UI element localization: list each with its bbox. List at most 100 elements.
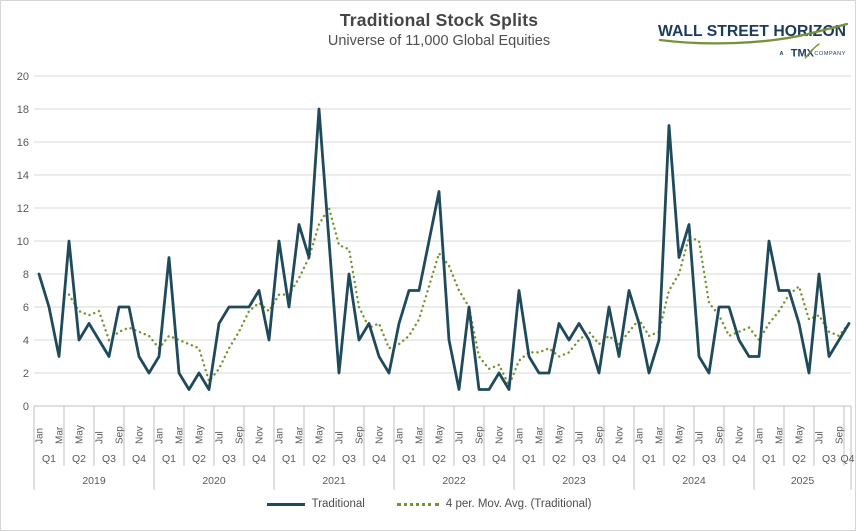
svg-text:Nov: Nov — [495, 426, 506, 444]
svg-text:2020: 2020 — [202, 475, 226, 487]
svg-text:Q1: Q1 — [762, 453, 776, 465]
svg-text:14: 14 — [17, 170, 29, 182]
svg-text:Nov: Nov — [735, 426, 746, 444]
svg-text:10: 10 — [17, 236, 29, 248]
svg-text:Jan: Jan — [275, 428, 286, 444]
logo-swoosh-icon — [658, 22, 849, 45]
svg-text:2022: 2022 — [442, 475, 466, 487]
svg-text:2019: 2019 — [82, 475, 106, 487]
svg-text:2: 2 — [23, 368, 29, 380]
svg-text:Q3: Q3 — [582, 453, 596, 465]
svg-text:Nov: Nov — [255, 426, 266, 444]
svg-text:Sep: Sep — [355, 426, 366, 444]
svg-text:Q4: Q4 — [492, 453, 506, 465]
svg-text:Q2: Q2 — [552, 453, 566, 465]
svg-text:Nov: Nov — [615, 426, 626, 444]
svg-text:Q2: Q2 — [312, 453, 326, 465]
svg-text:Jan: Jan — [635, 428, 646, 444]
svg-text:Jul: Jul — [695, 431, 706, 444]
month-labels: Jan Mar May Jul Sep Nov Jan Mar May Jul Sep Nov Jan M… — [35, 425, 846, 444]
svg-text:Mar: Mar — [655, 426, 666, 444]
svg-text:2023: 2023 — [562, 475, 586, 487]
svg-text:Q2: Q2 — [192, 453, 206, 465]
svg-text:Q4: Q4 — [252, 453, 266, 465]
svg-text:Q1: Q1 — [642, 453, 656, 465]
svg-text:Mar: Mar — [175, 426, 186, 444]
svg-text:Q3: Q3 — [702, 453, 716, 465]
traditional-line-swatch-icon — [266, 502, 305, 506]
svg-text:Sep: Sep — [715, 426, 726, 444]
svg-text:Sep: Sep — [595, 426, 606, 444]
x-axis-separators — [33, 406, 852, 490]
wall-street-horizon-logo: WALL STREET HORIZON A TMX COMPANY — [656, 17, 849, 63]
svg-text:Q4: Q4 — [372, 453, 386, 465]
tmx-company-mark: A TMX COMPANY — [780, 43, 846, 60]
chart-subtitle: Universe of 11,000 Global Equities — [327, 33, 551, 49]
svg-text:Q2: Q2 — [792, 453, 806, 465]
svg-text:Jul: Jul — [335, 431, 346, 444]
moving-avg-series — [67, 204, 851, 389]
svg-text:May: May — [435, 425, 446, 444]
svg-text:May: May — [555, 425, 566, 444]
svg-text:Jul: Jul — [95, 431, 106, 444]
svg-text:Q4: Q4 — [732, 453, 746, 465]
company-label: COMPANY — [814, 51, 846, 57]
svg-text:Q1: Q1 — [402, 453, 416, 465]
svg-text:Mar: Mar — [775, 426, 786, 444]
svg-text:Sep: Sep — [475, 426, 486, 444]
svg-text:2024: 2024 — [682, 475, 706, 487]
svg-text:May: May — [195, 425, 206, 444]
svg-text:8: 8 — [23, 269, 29, 281]
svg-text:Jul: Jul — [815, 431, 826, 444]
svg-text:Jan: Jan — [515, 428, 526, 444]
legend-item-moving-avg: 4 per. Mov. Avg. (Traditional) — [396, 498, 592, 510]
year-labels: 2019 2020 2021 2022 2023 2024 2025 — [82, 475, 814, 487]
legend: Traditional 4 per. Mov. Avg. (Traditiona… — [1, 498, 855, 510]
legend-label-traditional: Traditional — [311, 498, 365, 510]
y-axis-labels: 0 2 4 6 8 10 12 14 16 18 20 — [17, 71, 29, 413]
svg-text:Jul: Jul — [455, 431, 466, 444]
svg-text:Jan: Jan — [395, 428, 406, 444]
svg-text:Mar: Mar — [295, 426, 306, 444]
tmx-a-label: A — [780, 51, 784, 57]
svg-text:Q1: Q1 — [522, 453, 536, 465]
svg-text:2021: 2021 — [322, 475, 346, 487]
svg-text:4: 4 — [23, 335, 29, 347]
svg-text:Nov: Nov — [375, 426, 386, 444]
svg-text:Mar: Mar — [535, 426, 546, 444]
chart-title: Traditional Stock Splits — [339, 10, 539, 30]
svg-text:2025: 2025 — [791, 475, 815, 487]
svg-text:Q1: Q1 — [42, 453, 56, 465]
svg-text:May: May — [75, 425, 86, 444]
tmx-x-swoosh-icon — [804, 43, 820, 59]
svg-text:Jan: Jan — [155, 428, 166, 444]
svg-text:Q1: Q1 — [282, 453, 296, 465]
legend-label-moving-avg: 4 per. Mov. Avg. (Traditional) — [445, 498, 592, 510]
svg-text:Sep: Sep — [835, 426, 846, 444]
svg-text:Q3: Q3 — [342, 453, 356, 465]
svg-text:Q3: Q3 — [102, 453, 116, 465]
svg-text:Q4: Q4 — [840, 453, 854, 465]
svg-text:Q2: Q2 — [432, 453, 446, 465]
svg-text:May: May — [675, 425, 686, 444]
svg-text:May: May — [795, 425, 806, 444]
svg-text:Jan: Jan — [755, 428, 766, 444]
svg-text:Jul: Jul — [575, 431, 586, 444]
quarter-labels: Q1 Q2 Q3 Q4 Q1 Q2 Q3 Q4 Q1 Q2 Q3 Q4 Q1 Q2 Q3 Q4 Q1 Q2 Q3 Q4… — [42, 453, 855, 465]
svg-text:May: May — [315, 425, 326, 444]
svg-text:Q3: Q3 — [222, 453, 236, 465]
svg-text:Mar: Mar — [55, 426, 66, 444]
svg-text:Jul: Jul — [215, 431, 226, 444]
svg-text:Q4: Q4 — [132, 453, 146, 465]
svg-text:Q2: Q2 — [72, 453, 86, 465]
svg-text:Q1: Q1 — [162, 453, 176, 465]
moving-avg-dots-swatch-icon — [396, 502, 439, 506]
traditional-series — [37, 107, 851, 391]
svg-text:Nov: Nov — [135, 426, 146, 444]
svg-text:Jan: Jan — [35, 428, 46, 444]
svg-text:Q2: Q2 — [672, 453, 686, 465]
tmx-label: TMX — [791, 48, 815, 60]
svg-text:16: 16 — [17, 137, 29, 149]
